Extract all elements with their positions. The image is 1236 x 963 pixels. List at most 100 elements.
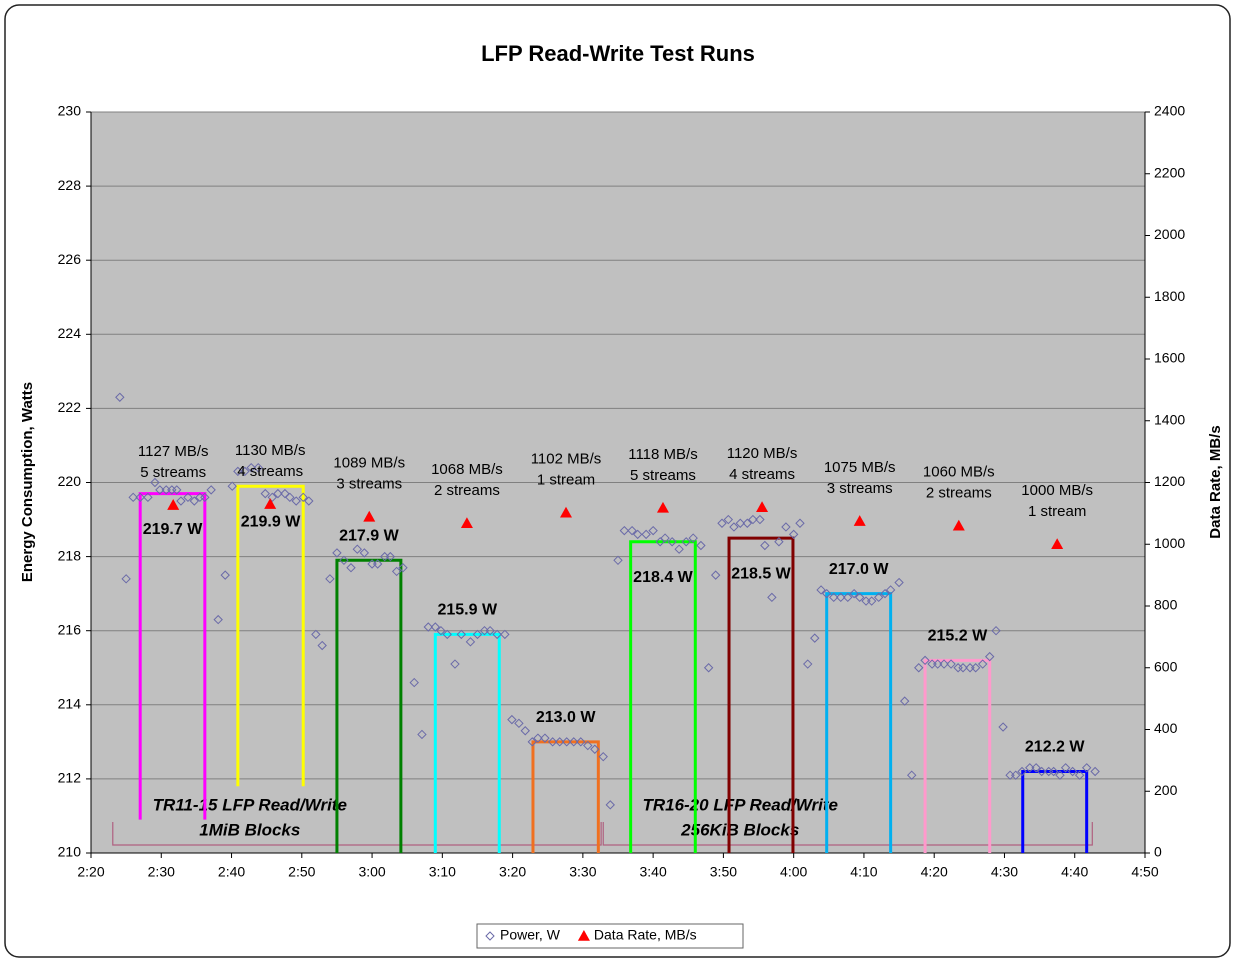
x-tick-label: 2:50: [288, 864, 315, 880]
power-point: [894, 577, 904, 588]
power-point: [311, 629, 321, 640]
run-label: 215.9 W: [437, 602, 497, 619]
data-note: 2 streams: [434, 482, 500, 499]
power-point: [332, 548, 342, 558]
power-point: [273, 488, 283, 499]
power-point: [583, 740, 593, 751]
power-point: [267, 492, 277, 503]
power-point: [547, 737, 558, 747]
power-point: [172, 485, 182, 495]
run-label: 217.0 W: [829, 561, 889, 578]
power-point: [359, 548, 370, 558]
y2-tick-label: 400: [1154, 720, 1178, 736]
power-point: [472, 629, 483, 640]
power-point: [810, 633, 820, 643]
data-label: 1120 MB/s: [727, 445, 798, 462]
power-point: [240, 466, 250, 477]
data-note: 3 streams: [336, 476, 402, 493]
power-point: [317, 640, 327, 651]
power-point: [1025, 763, 1035, 773]
power-point: [920, 655, 930, 666]
power-point: [304, 496, 314, 506]
power-point: [1060, 763, 1071, 773]
power-point: [710, 570, 721, 580]
power-point: [933, 659, 943, 669]
run-label: 218.5 W: [731, 565, 791, 582]
data-rate-point: [264, 498, 277, 509]
x-tick-label: 3:00: [358, 864, 385, 880]
run-label: 212.2 W: [1025, 739, 1085, 756]
data-note: 4 streams: [237, 463, 303, 480]
power-point: [339, 555, 349, 566]
data-label: 1075 MB/s: [824, 459, 896, 476]
power-point: [985, 651, 995, 662]
legend-marker: [485, 931, 495, 941]
data-note: 3 streams: [827, 480, 893, 497]
power-point: [899, 696, 910, 706]
power-point: [442, 629, 452, 640]
data-rate-point: [167, 499, 180, 510]
y-tick-label: 210: [58, 844, 82, 860]
x-tick-label: 4:20: [921, 864, 948, 880]
power-point: [372, 559, 383, 569]
power-point: [540, 733, 550, 743]
power-point: [554, 737, 565, 747]
y2-tick-label: 800: [1154, 597, 1178, 613]
power-point: [781, 522, 791, 532]
power-point: [816, 585, 826, 595]
power-point: [660, 533, 670, 543]
run-label: 219.7 W: [143, 521, 203, 538]
y2-tick-label: 1000: [1154, 535, 1185, 551]
power-point: [227, 481, 237, 491]
power-point: [398, 563, 408, 573]
power-point: [767, 592, 777, 603]
group-label: TR16-20 LFP Read/Write: [642, 795, 838, 814]
x-tick-label: 3:50: [710, 864, 737, 880]
run-label: 213.0 W: [536, 709, 596, 726]
y-tick-label: 214: [58, 696, 82, 712]
run-box: [335, 558, 403, 853]
power-point: [135, 492, 145, 503]
x-tick-label: 4:00: [780, 864, 807, 880]
power-point: [233, 466, 243, 477]
power-point: [417, 729, 427, 740]
power-point: [681, 537, 691, 547]
power-point: [189, 496, 199, 506]
power-point: [514, 718, 524, 729]
y-tick-label: 226: [58, 251, 82, 267]
power-point: [885, 585, 896, 595]
run-box: [923, 658, 992, 853]
y-tick-label: 230: [58, 103, 82, 119]
power-point: [977, 659, 988, 669]
power-point: [907, 770, 917, 780]
power-point: [829, 592, 839, 603]
power-point: [627, 525, 637, 536]
y-tick-label: 228: [58, 177, 82, 193]
power-point: [619, 525, 630, 536]
power-point: [667, 537, 677, 547]
power-point: [176, 496, 186, 506]
x-tick-label: 3:30: [569, 864, 596, 880]
power-point: [280, 488, 290, 499]
data-label: 1000 MB/s: [1021, 482, 1093, 499]
power-point: [1081, 763, 1092, 773]
x-tick-label: 3:20: [499, 864, 526, 880]
group-bracket: [602, 822, 1093, 846]
data-note: 5 streams: [140, 464, 206, 481]
power-point: [456, 629, 467, 640]
y-tick-label: 220: [58, 473, 82, 489]
y-tick-label: 222: [58, 399, 82, 415]
power-point: [183, 492, 193, 503]
power-point: [748, 514, 758, 525]
power-point: [1067, 766, 1078, 777]
power-point: [436, 625, 446, 636]
y-tick-label: 218: [58, 547, 82, 563]
data-rate-point: [560, 506, 573, 518]
power-point: [946, 659, 956, 669]
x-tick-label: 3:10: [429, 864, 456, 880]
y2-tick-label: 2200: [1154, 164, 1185, 180]
power-point: [485, 625, 495, 636]
data-note: 4 streams: [729, 466, 795, 483]
power-point: [723, 514, 734, 525]
